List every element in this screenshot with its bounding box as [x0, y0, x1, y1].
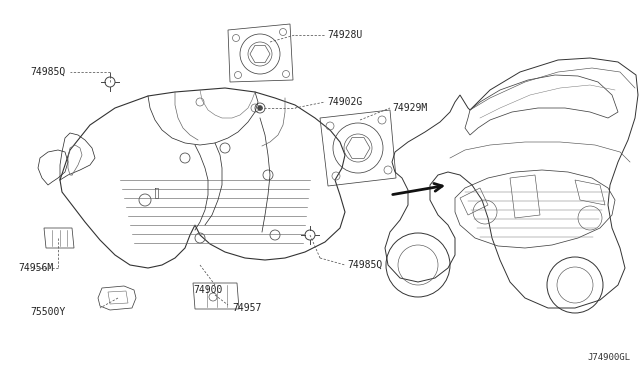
Text: 74985Q: 74985Q: [30, 67, 65, 77]
Text: 74957: 74957: [232, 303, 261, 313]
Text: 74956M: 74956M: [18, 263, 53, 273]
Text: 75500Y: 75500Y: [30, 307, 65, 317]
Circle shape: [257, 106, 262, 110]
Text: 74929M: 74929M: [392, 103, 428, 113]
Text: J74900GL: J74900GL: [587, 353, 630, 362]
Text: 74928U: 74928U: [327, 30, 362, 40]
Text: 74985Q: 74985Q: [347, 260, 382, 270]
Text: 74900: 74900: [193, 285, 223, 295]
Text: 74902G: 74902G: [327, 97, 362, 107]
